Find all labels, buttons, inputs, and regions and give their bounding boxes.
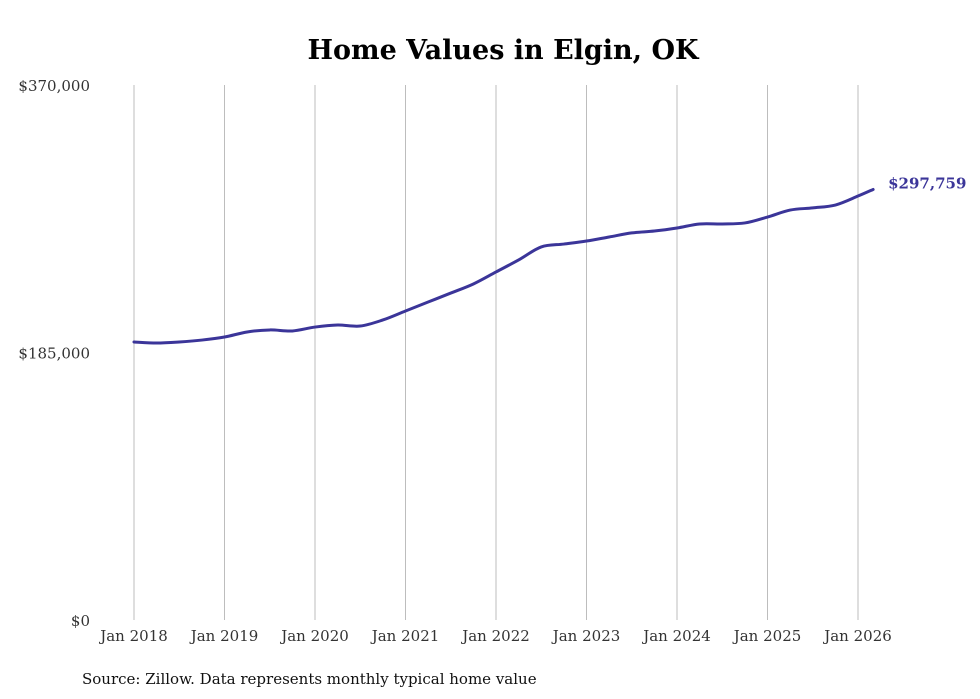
x-tick-label: Jan 2024: [641, 627, 711, 645]
x-tick-label: Jan 2021: [370, 627, 440, 645]
x-tick-label: Jan 2023: [551, 627, 621, 645]
y-tick-label: $0: [71, 612, 90, 630]
x-tick-label: Jan 2022: [460, 627, 530, 645]
y-tick-label: $370,000: [18, 77, 90, 95]
x-tick-label: Jan 2018: [98, 627, 168, 645]
end-value-label: $297,759: [888, 174, 966, 192]
x-tick-label: Jan 2020: [279, 627, 349, 645]
source-note: Source: Zillow. Data represents monthly …: [82, 670, 537, 688]
y-tick-label: $185,000: [18, 345, 90, 363]
series-line: [132, 187, 875, 345]
x-tick-label: Jan 2019: [189, 627, 259, 645]
x-tick-label: Jan 2026: [822, 627, 892, 645]
chart-title: Home Values in Elgin, OK: [308, 35, 701, 66]
x-tick-label: Jan 2025: [732, 627, 802, 645]
